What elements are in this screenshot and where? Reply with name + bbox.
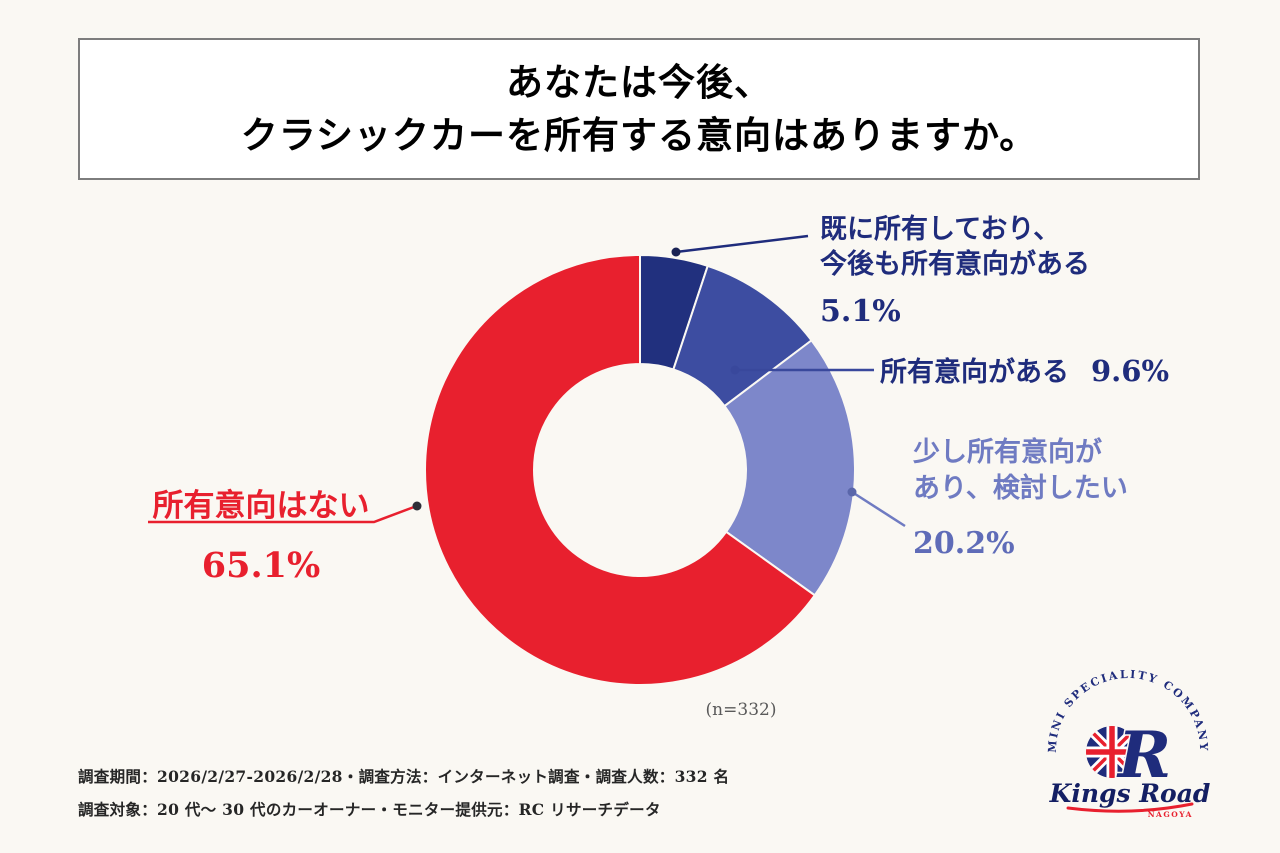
callout-intend-to-own-text: 所有意向がある bbox=[880, 357, 1069, 388]
callout-intend-to-own-pct: 9.6% bbox=[1091, 354, 1170, 388]
survey-footnote-line2: 調査対象：20 代〜 30 代のカーオーナー・モニター提供元：RC リサーチデー… bbox=[78, 800, 661, 820]
leader-line-1 bbox=[675, 234, 809, 254]
callout-intend-to-own: 所有意向がある 9.6% bbox=[880, 350, 1169, 389]
question-title-line-2: クラシックカーを所有する意向はありますか。 bbox=[240, 113, 1038, 157]
callout-no-intention: 所有意向はない 65.1% bbox=[145, 480, 377, 586]
logo-r-letter: R bbox=[1116, 718, 1171, 793]
leader-dot-2 bbox=[730, 365, 740, 375]
callout-no-intention-pct: 65.1% bbox=[201, 545, 321, 586]
leader-dot-3 bbox=[847, 487, 857, 497]
callout-considering-line2: あり、検討したい bbox=[913, 473, 1128, 505]
leader-line-4 bbox=[148, 505, 415, 524]
union-jack-roundel-icon bbox=[1086, 726, 1138, 778]
survey-footnote: 調査期間：2026/2/27-2026/2/28・調査方法：インターネット調査・… bbox=[78, 760, 729, 827]
callout-already-own-line2: 今後も所有意向がある bbox=[820, 249, 1090, 281]
donut-segment-4 bbox=[424, 253, 817, 686]
donut-chart bbox=[148, 234, 906, 686]
sample-size-label: (n=332) bbox=[705, 700, 777, 720]
question-title-line-1: あなたは今後、 bbox=[506, 60, 772, 105]
callout-no-intention-text: 所有意向はない bbox=[152, 488, 370, 524]
callout-already-own-pct: 5.1% bbox=[820, 294, 901, 330]
leader-line-3 bbox=[851, 490, 906, 528]
kings-road-logo: MINI SPECIALITY COMPANY R Kings Road NAG… bbox=[1046, 668, 1211, 819]
callout-considering-line1: 少し所有意向が bbox=[913, 437, 1102, 468]
logo-underline-swoosh bbox=[1066, 802, 1194, 813]
question-title-box: あなたは今後、 クラシックカーを所有する意向はありますか。 bbox=[78, 38, 1200, 180]
callout-already-own: 既に所有しており、 今後も所有意向がある 5.1% bbox=[820, 212, 1090, 331]
leader-dot-1 bbox=[671, 247, 681, 257]
callout-already-own-line1: 既に所有しており、 bbox=[820, 214, 1061, 245]
leader-dot-4 bbox=[412, 501, 422, 511]
callout-considering-pct: 20.2% bbox=[913, 525, 1015, 561]
survey-footnote-line1: 調査期間：2026/2/27-2026/2/28・調査方法：インターネット調査・… bbox=[78, 767, 730, 786]
logo-sub-text: NAGOYA bbox=[1148, 810, 1193, 819]
callout-considering: 少し所有意向が あり、検討したい 20.2% bbox=[913, 435, 1128, 564]
logo-brand-text: Kings Road bbox=[1049, 779, 1211, 808]
donut-segment-3 bbox=[723, 338, 856, 597]
